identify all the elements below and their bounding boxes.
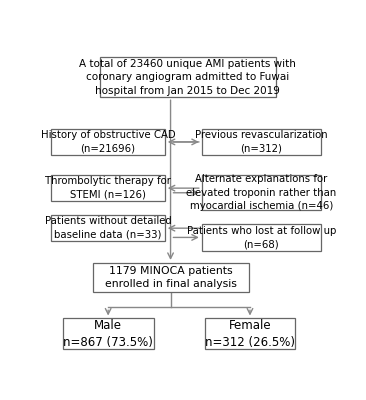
Text: Male
n=867 (73.5%): Male n=867 (73.5%) [63, 318, 153, 349]
Text: Patients without detailed
baseline data (n=33): Patients without detailed baseline data … [45, 216, 172, 240]
Text: 1179 MINOCA patients
enrolled in final analysis: 1179 MINOCA patients enrolled in final a… [105, 266, 236, 289]
Text: Female
n=312 (26.5%): Female n=312 (26.5%) [205, 318, 295, 349]
Text: Alternate explanations for
elevated troponin rather than
myocardial ischemia (n=: Alternate explanations for elevated trop… [186, 174, 336, 211]
FancyBboxPatch shape [63, 318, 154, 349]
Text: Previous revascularization
(n=312): Previous revascularization (n=312) [195, 130, 328, 154]
Text: Thrombolytic therapy for
STEMI (n=126): Thrombolytic therapy for STEMI (n=126) [45, 176, 171, 200]
FancyBboxPatch shape [51, 175, 165, 201]
FancyBboxPatch shape [51, 129, 165, 155]
FancyBboxPatch shape [202, 224, 321, 250]
FancyBboxPatch shape [202, 175, 321, 210]
FancyBboxPatch shape [205, 318, 295, 349]
FancyBboxPatch shape [93, 263, 249, 292]
Text: A total of 23460 unique AMI patients with
coronary angiogram admitted to Fuwai
h: A total of 23460 unique AMI patients wit… [79, 59, 296, 96]
Text: History of obstructive CAD
(n=21696): History of obstructive CAD (n=21696) [41, 130, 175, 154]
FancyBboxPatch shape [202, 129, 321, 155]
Text: Patients who lost at follow up
(n=68): Patients who lost at follow up (n=68) [187, 226, 336, 249]
FancyBboxPatch shape [51, 215, 165, 241]
FancyBboxPatch shape [100, 57, 276, 97]
